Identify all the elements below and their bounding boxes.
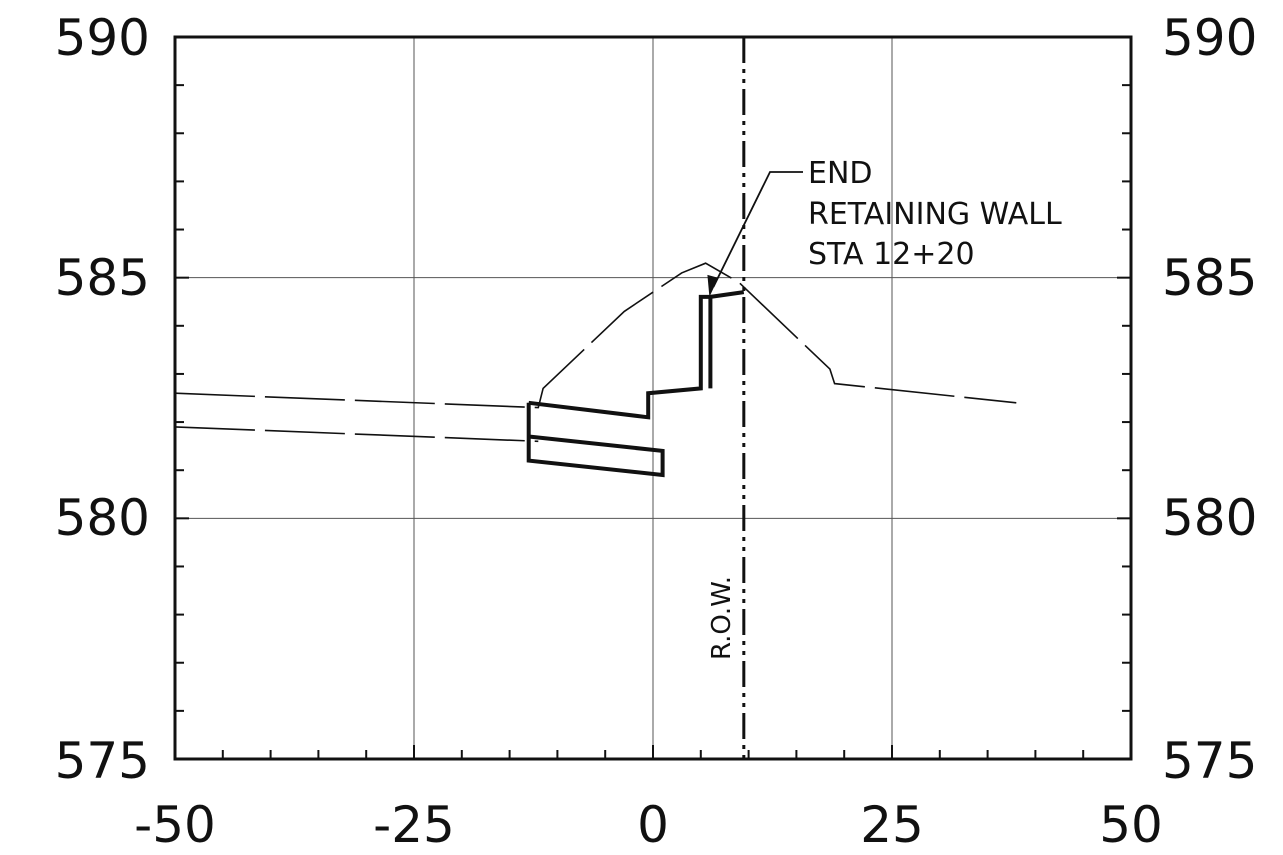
tick-label-y-right-590: 590 [1162, 9, 1257, 67]
annotation-end-line-1: END [808, 156, 873, 191]
data-series [174, 262, 1017, 478]
annotation-leader [707, 171, 803, 297]
retaining-wall-outline-2 [526, 402, 665, 478]
gridlines [175, 37, 1131, 759]
tick-label-y-right-585: 585 [1162, 249, 1257, 307]
tick-label-y-left-575: 575 [55, 732, 150, 790]
row-label: R.O.W. [707, 576, 737, 660]
tick-label-x-25: 25 [860, 796, 924, 854]
annotation-end-line-3: STA 12+20 [808, 237, 975, 272]
annotation-end-line-2: RETAINING WALL [808, 197, 1062, 232]
annotation-leader-line [712, 171, 803, 288]
tick-label-x-0: 0 [637, 796, 669, 854]
retaining-wall-outline-4 [710, 290, 745, 299]
ground-profile-line-0 [174, 262, 1017, 409]
tick-label-y-left-580: 580 [55, 489, 150, 547]
tick-label-y-left-585: 585 [55, 249, 150, 307]
tick-label-x--50: -50 [134, 796, 216, 854]
tick-label-x-50: 50 [1099, 796, 1163, 854]
tick-label-y-right-575: 575 [1162, 732, 1257, 790]
tick-label-y-left-590: 590 [55, 9, 150, 67]
ground-profile-line-1 [174, 426, 539, 443]
plot-frame [173, 35, 1133, 761]
tick-label-y-right-580: 580 [1162, 489, 1257, 547]
tick-label-x--25: -25 [373, 796, 455, 854]
annotation-arrowhead [707, 274, 719, 297]
